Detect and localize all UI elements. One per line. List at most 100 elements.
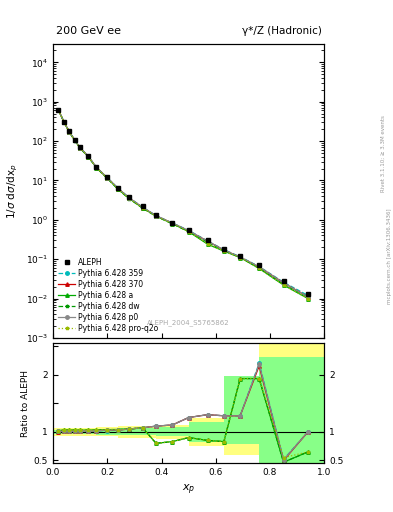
Pythia 6.428 dw [281, 281, 286, 287]
Pythia 6.428 359 [186, 227, 191, 233]
Pythia 6.428 359 [56, 107, 61, 113]
Text: γ*/Z (Hadronic): γ*/Z (Hadronic) [242, 26, 321, 36]
Pythia 6.428 a [306, 295, 310, 302]
Pythia 6.428 359 [257, 264, 261, 270]
Pythia 6.428 a [186, 228, 191, 234]
Pythia 6.428 pro-q2o [72, 137, 77, 143]
Pythia 6.428 359 [170, 220, 175, 226]
Pythia 6.428 pro-q2o [78, 145, 83, 151]
Pythia 6.428 a [222, 248, 226, 254]
Pythia 6.428 dw [105, 176, 110, 182]
Pythia 6.428 a [281, 282, 286, 288]
Pythia 6.428 p0 [62, 119, 66, 125]
ALEPH [78, 144, 83, 150]
Pythia 6.428 370 [86, 154, 91, 160]
ALEPH [154, 212, 158, 219]
Pythia 6.428 370 [205, 238, 210, 244]
Pythia 6.428 370 [140, 204, 145, 210]
Pythia 6.428 370 [238, 254, 242, 260]
Pythia 6.428 p0 [306, 294, 310, 300]
ALEPH [257, 262, 261, 268]
Line: Pythia 6.428 a: Pythia 6.428 a [57, 108, 310, 300]
Legend: ALEPH, Pythia 6.428 359, Pythia 6.428 370, Pythia 6.428 a, Pythia 6.428 dw, Pyth: ALEPH, Pythia 6.428 359, Pythia 6.428 37… [55, 255, 162, 336]
Pythia 6.428 359 [127, 195, 131, 201]
ALEPH [186, 227, 191, 233]
Pythia 6.428 p0 [86, 153, 91, 159]
Pythia 6.428 370 [78, 145, 83, 151]
Pythia 6.428 p0 [257, 264, 261, 270]
Pythia 6.428 370 [116, 185, 121, 191]
Pythia 6.428 dw [67, 129, 72, 135]
Pythia 6.428 pro-q2o [105, 175, 110, 181]
ALEPH [222, 246, 226, 252]
ALEPH [238, 253, 242, 259]
Pythia 6.428 p0 [116, 185, 121, 191]
Pythia 6.428 p0 [222, 247, 226, 253]
Pythia 6.428 370 [67, 129, 72, 135]
Text: ALEPH_2004_S5765862: ALEPH_2004_S5765862 [147, 319, 230, 326]
Pythia 6.428 a [154, 213, 158, 219]
Pythia 6.428 p0 [78, 144, 83, 151]
Y-axis label: 1/$\sigma$ d$\sigma$/dx$_p$: 1/$\sigma$ d$\sigma$/dx$_p$ [6, 163, 20, 219]
Pythia 6.428 a [56, 107, 61, 113]
Pythia 6.428 dw [116, 186, 121, 193]
ALEPH [94, 164, 99, 170]
Text: mcplots.cern.ch [arXiv:1306.3436]: mcplots.cern.ch [arXiv:1306.3436] [387, 208, 391, 304]
Pythia 6.428 p0 [127, 195, 131, 201]
Pythia 6.428 a [205, 241, 210, 247]
Pythia 6.428 370 [154, 213, 158, 219]
Pythia 6.428 359 [105, 175, 110, 181]
Pythia 6.428 pro-q2o [257, 265, 261, 271]
Pythia 6.428 p0 [72, 137, 77, 143]
Pythia 6.428 a [94, 165, 99, 171]
Pythia 6.428 359 [67, 129, 72, 135]
Line: Pythia 6.428 370: Pythia 6.428 370 [57, 108, 310, 298]
ALEPH [72, 137, 77, 143]
Pythia 6.428 dw [127, 196, 131, 202]
Text: 200 GeV ee: 200 GeV ee [56, 26, 121, 36]
X-axis label: $x_p$: $x_p$ [182, 483, 195, 497]
ALEPH [116, 185, 121, 191]
Pythia 6.428 370 [281, 280, 286, 286]
ALEPH [170, 220, 175, 226]
Pythia 6.428 a [238, 254, 242, 261]
Pythia 6.428 pro-q2o [238, 254, 242, 261]
ALEPH [140, 203, 145, 209]
Pythia 6.428 a [170, 221, 175, 227]
Pythia 6.428 a [127, 195, 131, 201]
Pythia 6.428 pro-q2o [140, 205, 145, 211]
Pythia 6.428 dw [222, 247, 226, 253]
Pythia 6.428 pro-q2o [186, 228, 191, 234]
Pythia 6.428 a [116, 186, 121, 192]
Pythia 6.428 pro-q2o [67, 129, 72, 135]
ALEPH [86, 153, 91, 159]
Text: Rivet 3.1.10; ≥ 3.3M events: Rivet 3.1.10; ≥ 3.3M events [381, 115, 386, 192]
Pythia 6.428 359 [205, 238, 210, 244]
Pythia 6.428 370 [306, 294, 310, 300]
Pythia 6.428 dw [238, 254, 242, 260]
Pythia 6.428 p0 [105, 175, 110, 181]
Pythia 6.428 359 [116, 185, 121, 191]
Pythia 6.428 359 [281, 279, 286, 285]
Pythia 6.428 pro-q2o [306, 295, 310, 302]
ALEPH [306, 291, 310, 297]
Line: Pythia 6.428 dw: Pythia 6.428 dw [57, 109, 310, 298]
Pythia 6.428 dw [62, 119, 66, 125]
Pythia 6.428 370 [56, 107, 61, 113]
Pythia 6.428 dw [306, 294, 310, 300]
Line: Pythia 6.428 pro-q2o: Pythia 6.428 pro-q2o [57, 109, 310, 300]
Pythia 6.428 370 [186, 228, 191, 234]
Pythia 6.428 a [78, 145, 83, 151]
Pythia 6.428 359 [238, 254, 242, 260]
Pythia 6.428 370 [105, 175, 110, 181]
Pythia 6.428 dw [140, 205, 145, 211]
Pythia 6.428 370 [72, 137, 77, 143]
Pythia 6.428 359 [86, 153, 91, 159]
Pythia 6.428 a [67, 129, 72, 135]
Pythia 6.428 pro-q2o [170, 221, 175, 227]
Pythia 6.428 p0 [140, 204, 145, 210]
Pythia 6.428 pro-q2o [222, 248, 226, 254]
Pythia 6.428 359 [154, 212, 158, 219]
Pythia 6.428 a [140, 205, 145, 211]
Pythia 6.428 pro-q2o [205, 241, 210, 247]
